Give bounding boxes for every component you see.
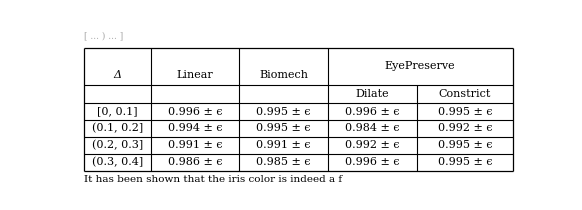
Text: (0.3, 0.4]: (0.3, 0.4] — [92, 157, 143, 167]
Text: It has been shown that the iris color is indeed a f: It has been shown that the iris color is… — [84, 175, 342, 184]
Text: 0.991 ± ϵ: 0.991 ± ϵ — [256, 140, 311, 150]
Text: 0.991 ± ϵ: 0.991 ± ϵ — [168, 140, 222, 150]
Text: Dilate: Dilate — [356, 89, 389, 99]
Text: Constrict: Constrict — [439, 89, 491, 99]
Text: 0.992 ± ϵ: 0.992 ± ϵ — [345, 140, 400, 150]
Text: (0.1, 0.2]: (0.1, 0.2] — [92, 123, 143, 134]
Text: [0, 0.1]: [0, 0.1] — [97, 107, 138, 117]
Text: Biomech: Biomech — [259, 71, 308, 80]
Text: 0.996 ± ϵ: 0.996 ± ϵ — [345, 157, 400, 167]
Text: EyePreserve: EyePreserve — [385, 61, 456, 71]
Text: Linear: Linear — [177, 71, 214, 80]
Text: [ ... ) ... ]: [ ... ) ... ] — [84, 31, 123, 40]
Text: 0.985 ± ϵ: 0.985 ± ϵ — [256, 157, 311, 167]
Text: 0.986 ± ϵ: 0.986 ± ϵ — [168, 157, 222, 167]
Text: 0.995 ± ϵ: 0.995 ± ϵ — [438, 140, 492, 150]
Text: 0.995 ± ϵ: 0.995 ± ϵ — [256, 107, 311, 117]
Text: Δ: Δ — [113, 71, 122, 80]
Text: (0.2, 0.3]: (0.2, 0.3] — [92, 140, 143, 151]
Text: 0.995 ± ϵ: 0.995 ± ϵ — [438, 107, 492, 117]
Text: 0.992 ± ϵ: 0.992 ± ϵ — [438, 123, 492, 134]
Text: 0.996 ± ϵ: 0.996 ± ϵ — [168, 107, 222, 117]
Text: 0.994 ± ϵ: 0.994 ± ϵ — [168, 123, 222, 134]
Text: 0.995 ± ϵ: 0.995 ± ϵ — [438, 157, 492, 167]
Text: 0.995 ± ϵ: 0.995 ± ϵ — [256, 123, 311, 134]
Text: 0.984 ± ϵ: 0.984 ± ϵ — [345, 123, 400, 134]
Text: 0.996 ± ϵ: 0.996 ± ϵ — [345, 107, 400, 117]
